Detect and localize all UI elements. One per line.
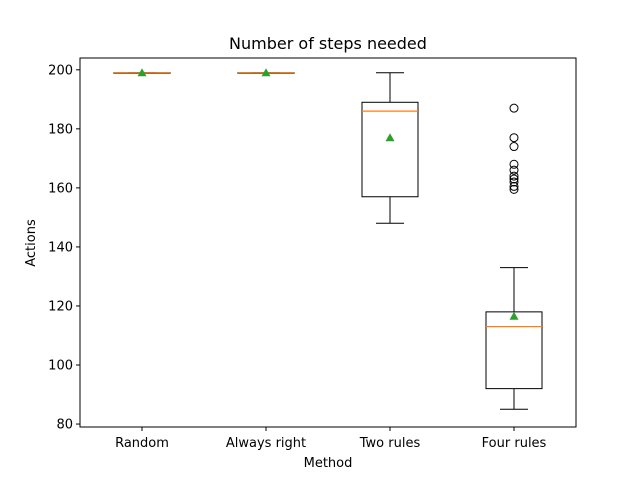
x-tick-label: Always right [226,436,306,451]
x-tick-label: Two rules [359,436,421,451]
plot-area-frame [79,57,577,428]
y-tick-label: 140 [48,240,73,255]
outlier-point [509,181,519,191]
outlier-point [509,171,519,181]
y-tick-label: 160 [48,181,73,196]
mean-marker [509,311,519,320]
box-group [237,68,295,77]
mean-marker [137,68,147,77]
outlier-point [509,133,519,143]
outlier-point [509,177,519,187]
y-axis-label: Actions [24,219,39,267]
x-tick-label: Random [115,436,169,451]
box-group [113,68,171,77]
box-iqr [361,101,419,198]
outlier-point [509,159,519,169]
y-tick-label: 100 [48,359,73,374]
x-axis-ticks: Random Always right Two rules Four rules [115,427,547,451]
outlier-point [509,174,519,184]
y-tick-label: 80 [56,418,73,433]
outlier-point [509,142,519,152]
box-group [361,72,419,224]
y-tick-label: 180 [48,122,73,137]
outlier-point [509,103,519,113]
y-tick-label: 200 [48,63,73,78]
x-axis-label: Method [304,456,353,471]
y-axis-ticks: 80 100 120 140 160 180 200 [48,63,80,433]
x-tick-label: Four rules [482,436,547,451]
chart-title: Number of steps needed [229,34,427,53]
outlier-point [509,184,519,194]
outlier-point [509,165,519,175]
box-group [485,103,543,410]
y-tick-label: 120 [48,299,73,314]
boxes-layer [113,68,543,410]
mean-marker [385,133,395,142]
mean-marker [261,68,271,77]
